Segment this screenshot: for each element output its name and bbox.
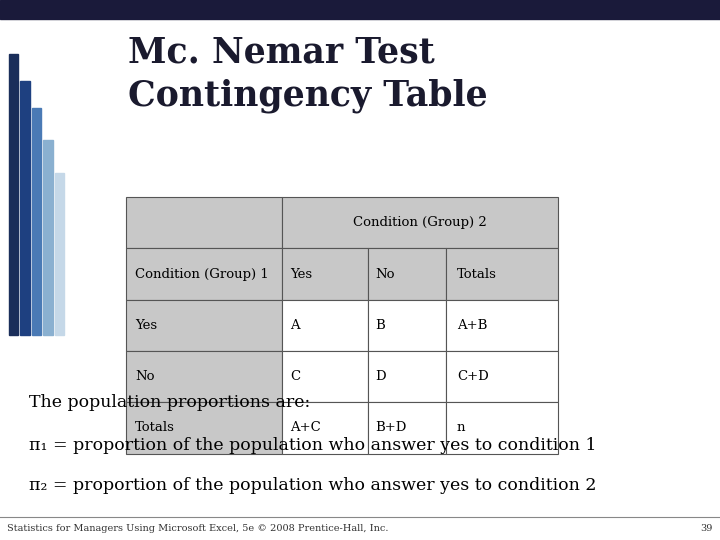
Bar [282, 351, 368, 402]
Text: π₂ = proportion of the population who answer yes to condition 2: π₂ = proportion of the population who an… [29, 477, 596, 495]
Text: C+D: C+D [457, 370, 489, 383]
Bar [126, 248, 282, 300]
Bar [32, 108, 41, 335]
Bar [126, 197, 282, 248]
Bar [282, 248, 368, 300]
Bar [368, 300, 446, 351]
Bar [126, 351, 282, 402]
Text: Contingency Table: Contingency Table [128, 78, 487, 113]
Bar [446, 351, 558, 402]
Text: 39: 39 [701, 524, 713, 532]
Bar [20, 81, 30, 335]
Bar [282, 197, 558, 248]
Bar [55, 173, 64, 335]
Text: n: n [457, 421, 465, 435]
Bar [446, 300, 558, 351]
Text: D: D [376, 370, 387, 383]
Text: Condition (Group) 1: Condition (Group) 1 [135, 267, 269, 281]
Text: Totals: Totals [457, 267, 497, 281]
Text: Mc. Nemar Test: Mc. Nemar Test [128, 35, 435, 69]
Text: Yes: Yes [290, 267, 312, 281]
Text: No: No [135, 370, 155, 383]
Bar [126, 300, 282, 351]
Text: B+D: B+D [376, 421, 407, 435]
Text: The population proportions are:: The population proportions are: [29, 394, 310, 411]
Text: B: B [376, 319, 385, 332]
Text: π₁ = proportion of the population who answer yes to condition 1: π₁ = proportion of the population who an… [29, 437, 596, 454]
Bar [368, 402, 446, 454]
Text: Condition (Group) 2: Condition (Group) 2 [353, 216, 487, 229]
Bar [368, 248, 446, 300]
Bar [0, 0, 720, 19]
Bar [282, 300, 368, 351]
Bar [446, 402, 558, 454]
Text: Totals: Totals [135, 421, 175, 435]
Text: Yes: Yes [135, 319, 158, 332]
Text: A: A [290, 319, 300, 332]
Bar [9, 54, 18, 335]
Bar [368, 351, 446, 402]
Bar [446, 248, 558, 300]
Text: Statistics for Managers Using Microsoft Excel, 5e © 2008 Prentice-Hall, Inc.: Statistics for Managers Using Microsoft … [7, 524, 389, 532]
Bar [43, 140, 53, 335]
Text: No: No [376, 267, 395, 281]
Bar [126, 402, 282, 454]
Text: A+C: A+C [290, 421, 321, 435]
Bar [282, 402, 368, 454]
Text: C: C [290, 370, 300, 383]
Text: A+B: A+B [457, 319, 487, 332]
